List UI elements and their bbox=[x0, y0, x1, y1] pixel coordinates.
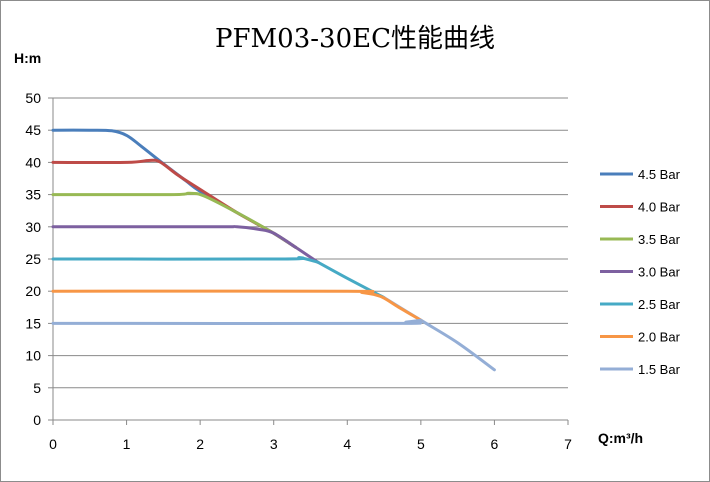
series-line-20 bbox=[51, 289, 423, 322]
x-tick-label: 5 bbox=[417, 436, 425, 452]
series-line-15 bbox=[51, 318, 423, 325]
y-tick-label: 35 bbox=[25, 187, 41, 203]
x-tick-label: 1 bbox=[123, 436, 131, 452]
y-tick-label: 5 bbox=[33, 380, 41, 396]
x-tick-label: 4 bbox=[343, 436, 351, 452]
y-tick-label: 20 bbox=[25, 283, 41, 299]
x-tick-label: 7 bbox=[564, 436, 572, 452]
y-tick-label: 10 bbox=[25, 348, 41, 364]
series-line-30 bbox=[51, 225, 298, 249]
series-line-35 bbox=[51, 191, 298, 249]
shared-tail-upper bbox=[316, 260, 386, 300]
x-axis-label: Q:m³/h bbox=[598, 430, 644, 446]
chart-title: PFM03-30EC性能曲线 bbox=[215, 24, 495, 54]
legend-label: 4.5 Bar bbox=[638, 167, 681, 182]
shared-tail bbox=[272, 231, 496, 372]
y-tick-label: 25 bbox=[25, 251, 41, 267]
x-tick-label: 6 bbox=[491, 436, 499, 452]
y-tick-label: 0 bbox=[33, 412, 41, 428]
y-tick-label: 45 bbox=[25, 122, 41, 138]
x-tick-label: 0 bbox=[49, 436, 57, 452]
legend-label: 2.5 Bar bbox=[638, 297, 681, 312]
y-tick-label: 40 bbox=[25, 154, 41, 170]
x-tick-label: 2 bbox=[196, 436, 204, 452]
legend-label: 2.0 Bar bbox=[638, 330, 681, 345]
y-tick-label: 15 bbox=[25, 315, 41, 331]
legend-label: 3.0 Bar bbox=[638, 265, 681, 280]
legend-label: 1.5 Bar bbox=[638, 362, 681, 377]
legend-label: 3.5 Bar bbox=[638, 232, 681, 247]
series-line-40 bbox=[51, 158, 298, 249]
y-tick-label: 30 bbox=[25, 219, 41, 235]
series-lines bbox=[51, 128, 423, 325]
series-line-25 bbox=[51, 256, 320, 264]
y-tick-label: 50 bbox=[25, 90, 41, 106]
legend: 4.5 Bar 4.0 Bar 3.5 Bar 3.0 Bar 2.5 Bar 2.0 B… bbox=[600, 167, 681, 377]
legend-label: 4.0 Bar bbox=[638, 200, 681, 215]
y-axis-label: H:m bbox=[14, 50, 42, 66]
x-tick-label: 3 bbox=[270, 436, 278, 452]
